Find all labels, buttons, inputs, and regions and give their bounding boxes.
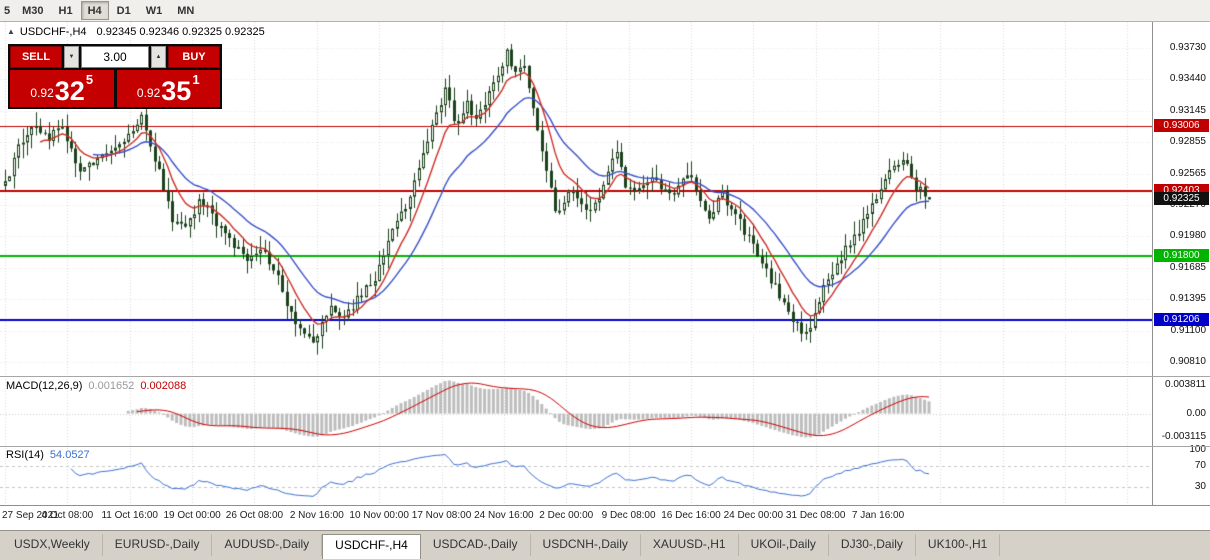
chart-tab[interactable]: AUDUSD-,Daily [212,534,323,556]
volume-input[interactable] [81,46,149,68]
timeframe-button-D1[interactable]: D1 [110,1,138,20]
price-tick-label: 0.92855 [1169,136,1206,148]
macd-tick-label: 0.00 [1186,407,1206,419]
timeframe-button-W1[interactable]: W1 [139,1,170,20]
timeframe-button-H1[interactable]: H1 [52,1,80,20]
time-tick-label: 2 Dec 00:00 [539,510,594,521]
time-tick-label: 16 Dec 16:00 [661,510,721,521]
macd-label: MACD(12,26,9) [6,380,83,392]
time-tick-label: 9 Dec 08:00 [601,510,656,521]
chart-tab[interactable]: UK100-,H1 [916,534,1001,556]
one-click-trading-panel: SELL ▼ ▲ BUY 0.92 32 5 0.92 35 1 [8,44,222,109]
price-tick-label: 0.91395 [1169,293,1206,305]
buy-price-sup: 1 [192,72,200,87]
collapse-trade-panel-icon[interactable]: ▲ [7,27,15,36]
time-tick-label: 24 Dec 00:00 [723,510,784,521]
pane-separator[interactable] [0,376,1210,377]
time-tick-label: 11 Oct 16:00 [101,510,158,521]
time-tick-label: 27 Sep 2021 [2,510,59,521]
time-tick-label: 17 Nov 08:00 [411,510,472,521]
time-tick-label: 7 Jan 16:00 [851,510,905,521]
time-tick-label: 26 Oct 08:00 [225,510,284,521]
time-tick-label: 10 Nov 00:00 [349,510,409,521]
time-tick-label: 4 Oct 08:00 [41,510,94,521]
chart-tab[interactable]: EURUSD-,Daily [103,534,213,556]
macd-main-value: 0.001652 [88,380,135,392]
price-scale[interactable]: 0.937300.934400.931450.928550.925650.922… [1152,22,1210,505]
sell-price-big: 32 [54,76,85,106]
trade-panel-controls: SELL ▼ ▲ BUY [10,46,220,68]
macd-pane-label: MACD(12,26,9) 0.001652 0.002088 [6,380,186,392]
rsi-tick-label: 100 [1189,444,1206,456]
chart-header: ▲ USDCHF-,H4 0.92345 0.92346 0.92325 0.923… [7,26,265,38]
price-tick-label: 0.91100 [1170,325,1206,337]
buy-price-display[interactable]: 0.92 35 1 [116,70,220,107]
chart-tab[interactable]: XAUUSD-,H1 [641,534,739,556]
volume-decrease-button[interactable]: ▼ [64,46,79,68]
buy-button[interactable]: BUY [168,46,220,68]
time-tick-label: 2 Nov 16:00 [289,510,344,521]
ohlc-quotes: 0.92345 0.92346 0.92325 0.92325 [96,26,265,38]
timeframe-button-H4[interactable]: H4 [80,1,109,20]
timeframe-button-5[interactable]: 5 [0,1,14,20]
chart-tab[interactable]: USDCAD-,Daily [421,534,531,556]
chart-tab[interactable]: UKOil-,Daily [739,534,829,556]
price-tick-label: 0.90810 [1169,356,1206,368]
buy-price-prefix: 0.92 [136,86,161,100]
price-tick-label: 0.91685 [1169,262,1206,274]
chart-tab[interactable]: USDX,Weekly [2,534,103,556]
rsi-tick-label: 30 [1194,481,1206,492]
chart-tab[interactable]: USDCHF-,H4 [322,534,421,559]
sell-price-display[interactable]: 0.92 32 5 [10,70,114,107]
macd-tick-label: -0.003115 [1161,430,1206,442]
rsi-tick-label: 70 [1194,460,1206,471]
volume-increase-button[interactable]: ▲ [151,46,166,68]
price-tick-label: 0.93440 [1169,73,1206,85]
rsi-value: 54.0527 [49,449,90,461]
trade-panel-prices: 0.92 32 5 0.92 35 1 [10,70,220,107]
sell-price-prefix: 0.92 [30,86,54,100]
macd-signal-value: 0.002088 [140,380,187,392]
timeframe-button-MN[interactable]: MN [170,1,201,20]
chart-tab[interactable]: DJ30-,Daily [829,534,916,556]
time-tick-label: 19 Oct 00:00 [163,510,221,521]
price-level-tag: 0.92325 [1154,192,1209,206]
sell-button[interactable]: SELL [10,46,62,68]
macd-tick-label: 0.003811 [1165,378,1206,390]
rsi-label: RSI(14) [6,449,44,461]
price-tick-label: 0.91980 [1169,230,1206,242]
chart-tabs-bar: USDX,Weekly EURUSD-,Daily AUDUSD-,Daily USD… [0,530,1210,560]
price-level-tag: 0.93006 [1154,119,1209,133]
buy-price-big: 35 [161,76,192,106]
price-tick-label: 0.93145 [1169,105,1206,117]
price-level-tag: 0.91206 [1154,312,1209,326]
price-level-tag: 0.91800 [1154,248,1209,262]
symbol-period-label: USDCHF-,H4 [19,26,87,38]
price-tick-label: 0.92565 [1169,167,1206,179]
chart-tab[interactable]: USDCNH-,Daily [531,534,641,556]
pane-separator[interactable] [0,446,1210,447]
price-tick-label: 0.93730 [1169,42,1206,54]
timeframe-toolbar: 5 M30 H1 H4 D1 W1 MN [0,0,1210,22]
time-tick-label: 24 Nov 16:00 [474,510,534,521]
time-tick-label: 31 Dec 08:00 [785,510,846,521]
time-axis[interactable]: 27 Sep 2021 4 Oct 08:00 11 Oct 16:00 19 Oct… [0,505,1210,530]
sell-price-sup: 5 [85,72,94,87]
rsi-pane-label: RSI(14) 54.0527 [6,449,90,461]
timeframe-button-M30[interactable]: M30 [15,1,50,20]
